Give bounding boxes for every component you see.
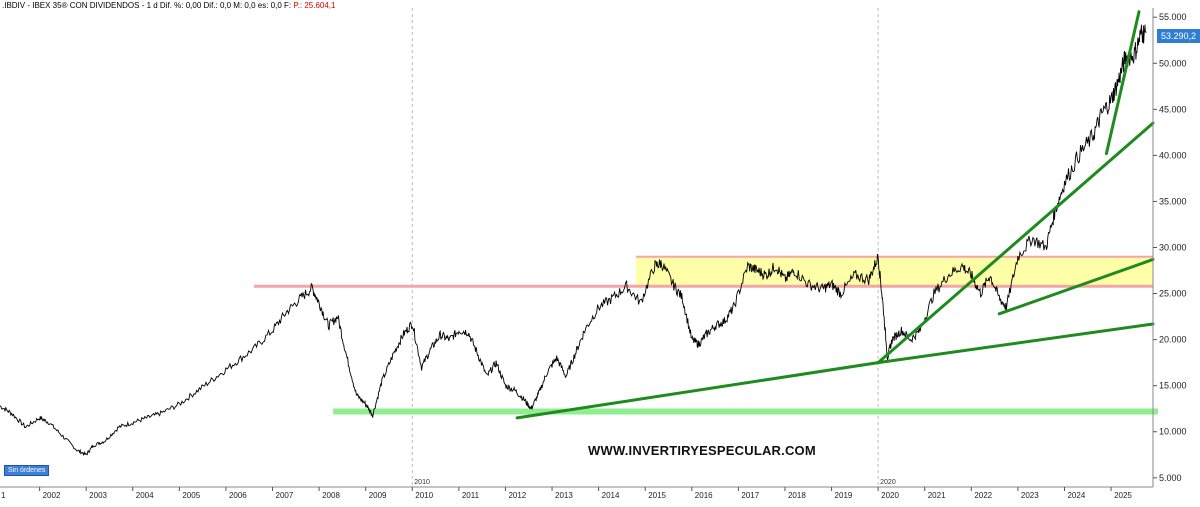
trendline-layer <box>515 10 1155 420</box>
trendline-5 <box>1104 10 1141 156</box>
x-tick-label: 2021 <box>928 491 946 500</box>
x-tick-label: 2010 <box>415 491 433 500</box>
x-tick-label: 2015 <box>648 491 666 500</box>
x-tick-label: 2008 <box>322 491 340 500</box>
y-tick-label: 5.000 <box>1159 473 1182 483</box>
price-series-line <box>0 24 1147 457</box>
y-tick-label: 20.000 <box>1159 335 1187 345</box>
range-zone <box>635 256 1153 287</box>
y-tick-label: 15.000 <box>1159 381 1187 391</box>
x-tick-label: 2017 <box>741 491 759 500</box>
y-tick-label: 25.000 <box>1159 289 1187 299</box>
trendline-1 <box>515 361 880 420</box>
header-text: .IBDIV - IBEX 35® CON DIVIDENDOS - 1 d D… <box>2 1 292 10</box>
x-tick-label: 1 <box>1 491 6 500</box>
orders-badge[interactable]: Sin órdenes <box>4 465 50 476</box>
x-tick-label: 2025 <box>1114 491 1132 500</box>
chart-header: .IBDIV - IBEX 35® CON DIVIDENDOS - 1 d D… <box>2 1 335 10</box>
y-tick-label: 45.000 <box>1159 104 1187 114</box>
x-tick-label: 2013 <box>555 491 573 500</box>
x-tick-label: 2014 <box>602 491 620 500</box>
trendline-3 <box>876 121 1155 365</box>
y-tick-label: 55.000 <box>1159 12 1187 22</box>
last-price-badge: 53.290,2 <box>1157 29 1200 43</box>
x-tick-label: 2003 <box>89 491 107 500</box>
x-tick-label: 2012 <box>508 491 526 500</box>
x-tick-label: 2019 <box>835 491 853 500</box>
axes-layer: 5.000 10.000 15.000 20.000 25.000 30.000 35.00… <box>0 8 1187 500</box>
watermark-text: WWW.INVERTIRYESPECULAR.COM <box>588 443 816 458</box>
levels-layer <box>253 255 1158 415</box>
x-tick-label: 2007 <box>276 491 294 500</box>
x-tick-label: 2016 <box>695 491 713 500</box>
x-tick-label: 2004 <box>136 491 154 500</box>
x-tick-label: 2011 <box>462 491 480 500</box>
price-layer <box>0 24 1147 457</box>
y-tick-label: 30.000 <box>1159 243 1187 253</box>
x-tick-label: 2006 <box>229 491 247 500</box>
header-p-value: P.: 25.604,1 <box>293 1 336 10</box>
x-tick-label: 2002 <box>43 491 61 500</box>
x-tick-label: 2005 <box>182 491 200 500</box>
x-tick-label: 2022 <box>974 491 992 500</box>
decade-marker-label: 2010 <box>414 479 430 486</box>
x-tick-label: 2018 <box>788 491 806 500</box>
y-tick-label: 35.000 <box>1159 196 1187 206</box>
range-zone-layer <box>635 256 1153 287</box>
x-tick-label: 2009 <box>369 491 387 500</box>
grid-layer <box>411 8 879 487</box>
x-tick-label: 2023 <box>1021 491 1039 500</box>
y-tick-label: 50.000 <box>1159 58 1187 68</box>
decade-marker-label: 2020 <box>880 479 896 486</box>
trendline-4 <box>997 257 1155 316</box>
x-tick-label: 2020 <box>881 491 899 500</box>
trendline-2 <box>876 322 1155 365</box>
x-tick-label: 2024 <box>1067 491 1085 500</box>
y-tick-label: 40.000 <box>1159 150 1187 160</box>
y-tick-label: 10.000 <box>1159 427 1187 437</box>
marker-layer: 2010 2020 <box>414 479 896 486</box>
